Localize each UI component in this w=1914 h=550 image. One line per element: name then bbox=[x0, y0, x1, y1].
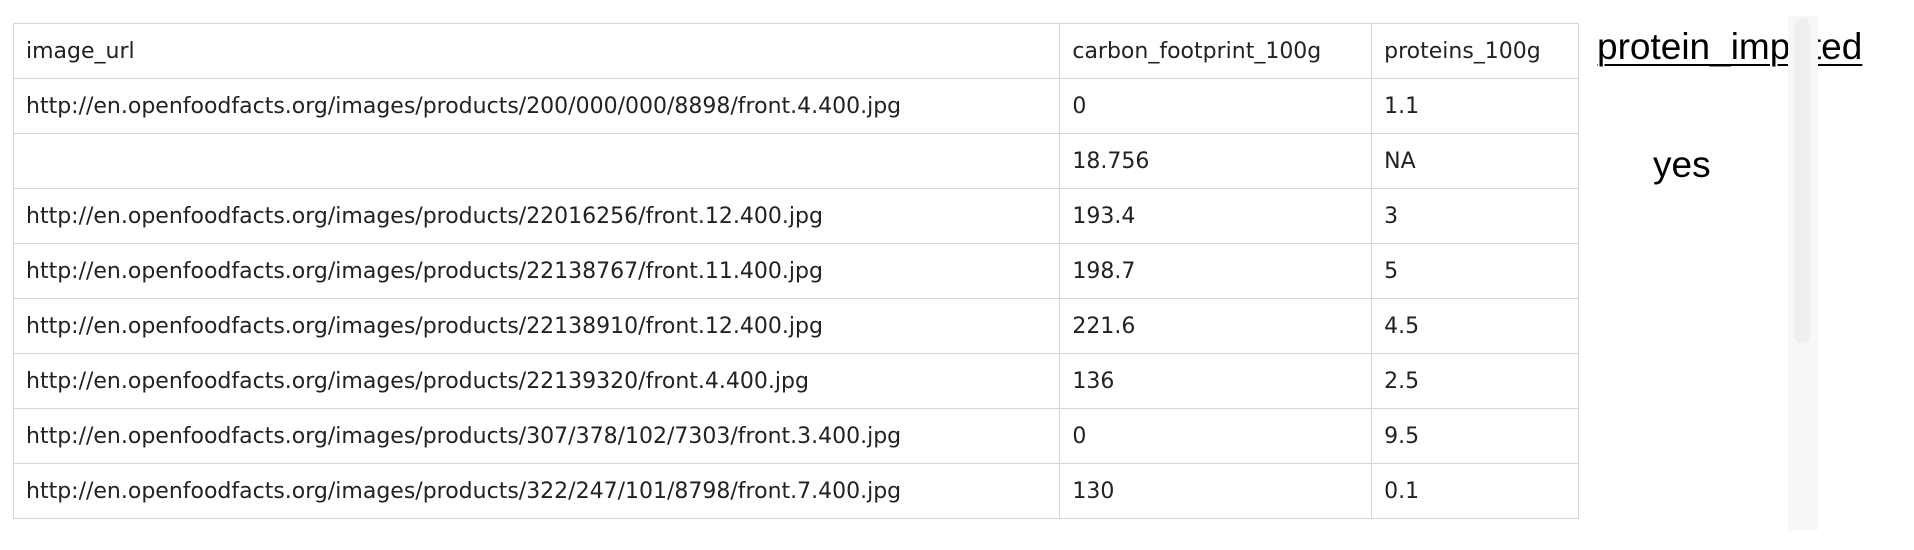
table-cell-image-url: http://en.openfoodfacts.org/images/produ… bbox=[13, 188, 1061, 244]
protein-imputed-value: yes bbox=[1653, 144, 1711, 185]
table-cell-proteins: 3 bbox=[1371, 188, 1579, 244]
table-cell-carbon-footprint: 130 bbox=[1059, 463, 1373, 519]
table-cell-image-url: http://en.openfoodfacts.org/images/produ… bbox=[13, 353, 1061, 409]
table-cell-image-url: http://en.openfoodfacts.org/images/produ… bbox=[13, 408, 1061, 464]
table-cell-carbon-footprint: 18.756 bbox=[1059, 133, 1373, 189]
table-row: http://en.openfoodfacts.org/images/produ… bbox=[13, 463, 1579, 519]
column-header-protein-imputed: protein_imputed bbox=[1597, 26, 1863, 67]
table-row: http://en.openfoodfacts.org/images/produ… bbox=[13, 353, 1579, 409]
table-row: http://en.openfoodfacts.org/images/produ… bbox=[13, 78, 1579, 134]
data-table: image_url carbon_footprint_100g proteins… bbox=[13, 23, 1579, 519]
table-cell-image-url: http://en.openfoodfacts.org/images/produ… bbox=[13, 463, 1061, 519]
table-cell-carbon-footprint: 193.4 bbox=[1059, 188, 1373, 244]
table-cell-carbon-footprint: 0 bbox=[1059, 408, 1373, 464]
table-row: http://en.openfoodfacts.org/images/produ… bbox=[13, 408, 1579, 464]
table-cell-image-url: http://en.openfoodfacts.org/images/produ… bbox=[13, 298, 1061, 354]
table-cell-carbon-footprint: 221.6 bbox=[1059, 298, 1373, 354]
table-row: 18.756 NA bbox=[13, 133, 1579, 189]
data-table-container: image_url carbon_footprint_100g proteins… bbox=[13, 23, 1579, 530]
table-cell-proteins: 5 bbox=[1371, 243, 1579, 299]
table-cell-proteins: NA bbox=[1371, 133, 1579, 189]
table-row: http://en.openfoodfacts.org/images/produ… bbox=[13, 298, 1579, 354]
table-cell-proteins: 2.5 bbox=[1371, 353, 1579, 409]
column-header-carbon-footprint[interactable]: carbon_footprint_100g bbox=[1059, 23, 1373, 79]
column-header-proteins[interactable]: proteins_100g bbox=[1371, 23, 1579, 79]
table-cell-image-url bbox=[13, 133, 1061, 189]
table-cell-image-url: http://en.openfoodfacts.org/images/produ… bbox=[13, 243, 1061, 299]
table-cell-proteins: 0.1 bbox=[1371, 463, 1579, 519]
scrollbar-thumb[interactable] bbox=[1794, 18, 1810, 343]
table-cell-proteins: 1.1 bbox=[1371, 78, 1579, 134]
table-cell-image-url: http://en.openfoodfacts.org/images/produ… bbox=[13, 78, 1061, 134]
table-row: http://en.openfoodfacts.org/images/produ… bbox=[13, 243, 1579, 299]
table-cell-carbon-footprint: 198.7 bbox=[1059, 243, 1373, 299]
table-cell-carbon-footprint: 136 bbox=[1059, 353, 1373, 409]
table-header-row: image_url carbon_footprint_100g proteins… bbox=[13, 23, 1579, 79]
column-header-image-url[interactable]: image_url bbox=[13, 23, 1061, 79]
table-cell-proteins: 9.5 bbox=[1371, 408, 1579, 464]
table-row: http://en.openfoodfacts.org/images/produ… bbox=[13, 188, 1579, 244]
table-cell-carbon-footprint: 0 bbox=[1059, 78, 1373, 134]
table-cell-proteins: 4.5 bbox=[1371, 298, 1579, 354]
